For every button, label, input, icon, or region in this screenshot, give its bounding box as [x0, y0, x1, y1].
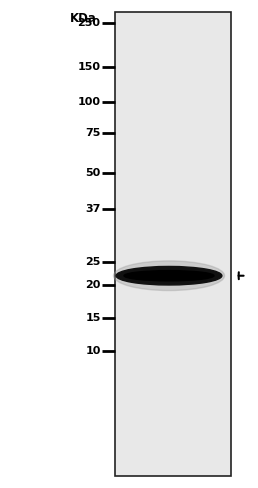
Text: 10: 10	[85, 346, 101, 356]
Bar	[115, 12, 231, 476]
Text: 75: 75	[85, 128, 101, 138]
Text: 25: 25	[85, 257, 101, 267]
Text: 50: 50	[85, 168, 101, 178]
Text: 37: 37	[85, 204, 101, 214]
Ellipse shape	[116, 266, 222, 285]
Ellipse shape	[124, 271, 214, 281]
Text: 250: 250	[78, 19, 101, 28]
Text: 15: 15	[85, 313, 101, 323]
Text: 100: 100	[78, 98, 101, 107]
Ellipse shape	[114, 261, 224, 290]
Text: KDa: KDa	[70, 12, 97, 25]
Text: 20: 20	[85, 281, 101, 290]
Text: 150: 150	[78, 62, 101, 72]
